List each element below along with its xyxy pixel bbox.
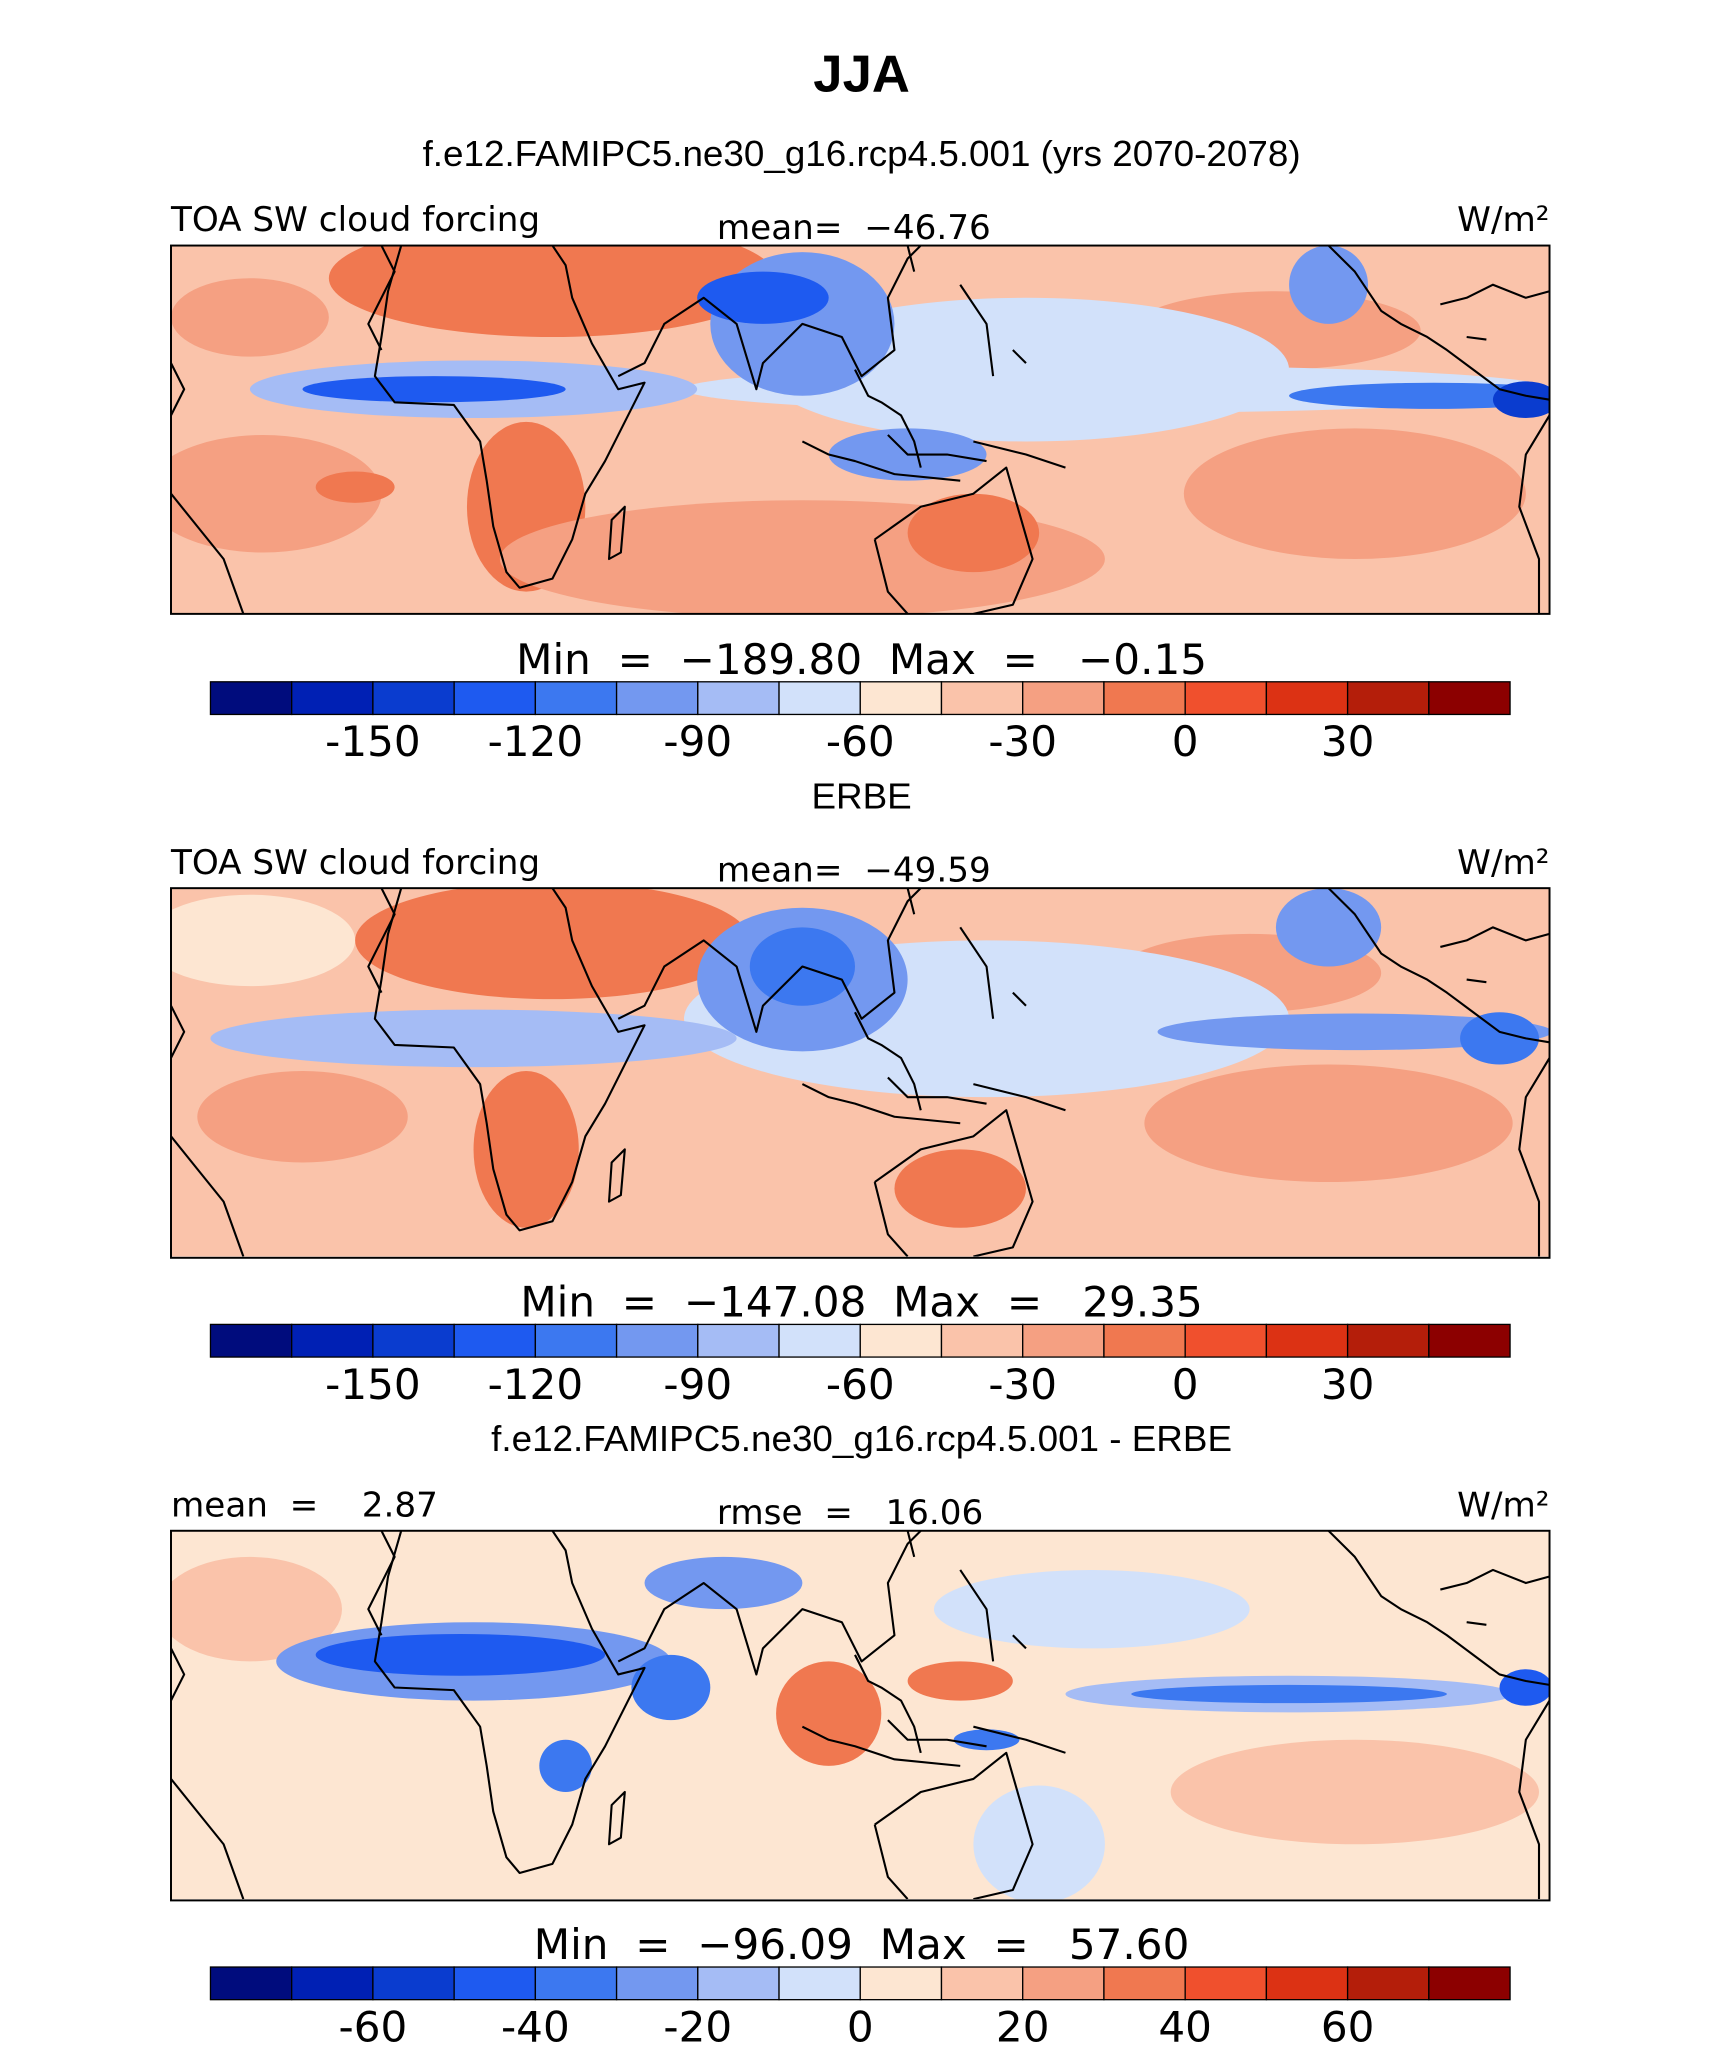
colorbar-box xyxy=(534,681,618,716)
colorbar-tick-label: 20 xyxy=(996,2003,1050,2048)
colorbar-box xyxy=(1103,1323,1186,1358)
map xyxy=(171,245,1550,614)
colorbar-box xyxy=(1022,1323,1105,1358)
colorbar-box xyxy=(1184,681,1268,716)
colorbar-tick-label: -120 xyxy=(488,1360,584,1409)
colorbar-box xyxy=(1346,681,1430,716)
colorbar-box xyxy=(209,1966,293,2001)
colorbar-box xyxy=(1103,1966,1186,2001)
panel-heading: ERBE xyxy=(811,776,911,817)
colorbar-box xyxy=(615,681,699,716)
colorbar-box xyxy=(372,681,455,716)
colorbar-tick-label: 30 xyxy=(1321,1360,1375,1409)
center-label: mean= −46.76 xyxy=(717,208,991,248)
units: W/m² xyxy=(1457,1486,1549,1526)
colorbar-tick-label: 60 xyxy=(1321,2003,1375,2048)
center-label: mean= −49.59 xyxy=(717,851,991,891)
colorbar-box xyxy=(534,1323,618,1358)
colorbar-box xyxy=(1428,1323,1511,1358)
colorbar-tick-label: -90 xyxy=(663,717,732,766)
units: W/m² xyxy=(1457,200,1549,240)
colorbar-box xyxy=(697,1966,780,2001)
colorbar-box xyxy=(453,1323,537,1358)
min-max: Min = −96.09 Max = 57.60 xyxy=(534,1920,1190,1969)
colorbar-box xyxy=(372,1966,455,2001)
colorbar-box xyxy=(453,1966,537,2001)
colorbar-tick-label: -120 xyxy=(488,717,584,766)
colorbar-box xyxy=(697,1323,780,1358)
colorbar-box xyxy=(859,681,943,716)
colorbar-box xyxy=(534,1966,618,2001)
colorbar-box xyxy=(291,681,374,716)
colorbar-tick-label: -20 xyxy=(663,2003,732,2048)
colorbar-box xyxy=(940,1966,1024,2001)
colorbar-box xyxy=(859,1323,943,1358)
colorbar-box xyxy=(859,1966,943,2001)
colorbar-tick-label: -40 xyxy=(501,2003,570,2048)
colorbar-box xyxy=(1346,1323,1430,1358)
colorbar-tick-label: -30 xyxy=(988,1360,1057,1409)
colorbar-box xyxy=(1022,1966,1105,2001)
colorbar-box xyxy=(209,681,293,716)
colorbar-box xyxy=(291,1323,374,1358)
colorbar-tick-label: -150 xyxy=(325,1360,421,1409)
colorbar-box xyxy=(778,1966,861,2001)
map xyxy=(171,1530,1550,1900)
colorbar-box xyxy=(372,1323,455,1358)
colorbar-box xyxy=(1428,681,1511,716)
center-label: rmse = 16.06 xyxy=(717,1493,983,1533)
colorbar-tick-label: -150 xyxy=(325,717,421,766)
left-label: TOA SW cloud forcing xyxy=(170,843,540,883)
colorbar-box xyxy=(1346,1966,1430,2001)
colorbar-tick-label: 0 xyxy=(847,2003,874,2048)
left-label: mean = 2.87 xyxy=(171,1486,438,1526)
colorbar-box xyxy=(1428,1966,1511,2001)
colorbar-box xyxy=(1184,1323,1268,1358)
units: W/m² xyxy=(1457,843,1549,883)
colorbar-tick-label: -30 xyxy=(988,717,1057,766)
min-max: Min = −189.80 Max = −0.15 xyxy=(516,635,1207,684)
colorbar-tick-label: 0 xyxy=(1172,717,1199,766)
colorbar-box xyxy=(697,681,780,716)
colorbar-box xyxy=(1022,681,1105,716)
colorbar-tick-label: -60 xyxy=(826,717,895,766)
colorbar-box xyxy=(1103,681,1186,716)
colorbar-box xyxy=(1265,681,1349,716)
colorbar-box xyxy=(1265,1323,1349,1358)
colorbar-tick-label: -90 xyxy=(663,1360,732,1409)
map-frames xyxy=(170,244,1551,1902)
panel-heading: f.e12.FAMIPC5.ne30_g16.rcp4.5.001 - ERBE xyxy=(491,1418,1232,1459)
title: JJA xyxy=(813,46,910,104)
min-max: Min = −147.08 Max = 29.35 xyxy=(520,1278,1202,1327)
colorbar-box xyxy=(1184,1966,1268,2001)
colorbar-box xyxy=(778,681,861,716)
colorbar-box xyxy=(778,1323,861,1358)
colorbar-box xyxy=(940,1323,1024,1358)
panel-heading: f.e12.FAMIPC5.ne30_g16.rcp4.5.001 (yrs 2… xyxy=(423,133,1301,174)
colorbar-tick-label: -60 xyxy=(826,1360,895,1409)
colorbar-box xyxy=(453,681,537,716)
colorbar-box xyxy=(615,1966,699,2001)
colorbar-tick-label: 30 xyxy=(1321,717,1375,766)
colorbar-box xyxy=(209,1323,293,1358)
colorbar-box xyxy=(615,1323,699,1358)
colorbar-box xyxy=(1265,1966,1349,2001)
colorbar-box xyxy=(291,1966,374,2001)
colorbar-tick-label: 0 xyxy=(1172,1360,1199,1409)
colorbar-tick-label: -60 xyxy=(339,2003,408,2048)
map xyxy=(171,888,1550,1257)
colorbar-box xyxy=(940,681,1024,716)
left-label: TOA SW cloud forcing xyxy=(170,200,540,240)
colorbar-tick-label: 40 xyxy=(1158,2003,1212,2048)
